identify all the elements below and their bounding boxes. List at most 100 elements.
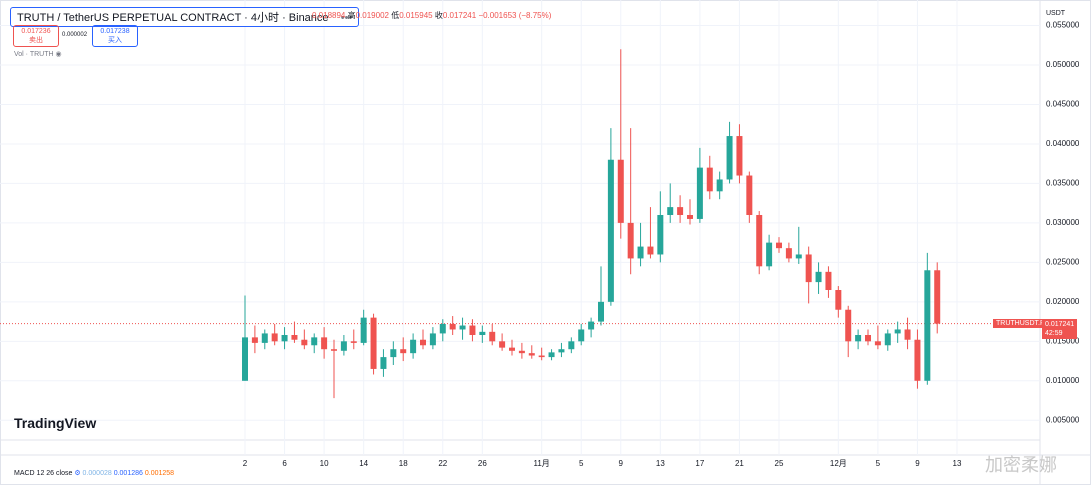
close-label: 收 <box>434 11 443 20</box>
last-price-box: 0.017241 42:59 <box>1042 319 1078 339</box>
candle-body <box>746 175 753 215</box>
x-tick-label: 9 <box>619 459 624 468</box>
y-tick-label: 0.055000 <box>1046 21 1080 30</box>
candle-body <box>321 337 328 350</box>
candle-body <box>331 349 337 351</box>
sell-label: 卖出 <box>29 37 43 44</box>
candle-body <box>934 270 941 324</box>
candle-body <box>716 179 723 192</box>
y-tick-label: 0.030000 <box>1046 218 1080 227</box>
x-tick-label: 18 <box>399 459 408 468</box>
y-tick-label: 0.010000 <box>1046 376 1080 385</box>
candle-body <box>696 167 703 219</box>
candle-body <box>657 215 664 255</box>
candle-body <box>588 321 595 330</box>
y-tick-label: 0.035000 <box>1046 179 1080 188</box>
x-tick-label: 17 <box>695 459 704 468</box>
candle-body <box>617 159 624 223</box>
macd-legend: MACD 12 26 close ⚙ 0.000028 0.001286 0.0… <box>14 469 174 477</box>
candle-body <box>677 207 684 215</box>
candle-body <box>805 254 812 283</box>
sell-button[interactable]: 0.017236 卖出 <box>13 25 59 47</box>
buy-label: 买入 <box>108 37 122 44</box>
y-tick-label: 0.045000 <box>1046 100 1080 109</box>
x-tick-label: 11月 <box>534 459 550 468</box>
x-tick-label: 13 <box>656 459 665 468</box>
candle-body <box>894 329 901 334</box>
candle-body <box>855 335 862 342</box>
candle-body <box>360 317 367 343</box>
candle-body <box>607 159 614 302</box>
candle-body <box>251 337 258 343</box>
buy-price: 0.017238 <box>100 28 130 35</box>
candle-body <box>439 323 446 334</box>
x-tick-label: 10 <box>320 459 329 468</box>
logo[interactable]: TradingView <box>14 415 97 431</box>
candle-body <box>578 329 585 342</box>
y-tick-label: 0.040000 <box>1046 139 1080 148</box>
candle-body <box>489 331 496 342</box>
last-price: 0.017241 <box>1045 321 1075 328</box>
candle-body <box>736 136 743 176</box>
spread: 0.000002 <box>62 32 88 38</box>
ohlc: 0.018894 高0.019002 低0.015945 收0.017241 −… <box>312 10 551 21</box>
x-tick-label: 13 <box>953 459 962 468</box>
y-tick-label: 0.015000 <box>1046 336 1080 345</box>
candle-body <box>647 246 654 255</box>
candle-body <box>776 242 782 249</box>
candle-body <box>242 337 248 381</box>
x-tick-label: 5 <box>579 459 584 468</box>
title: TRUTH / TetherUS PERPETUAL CONTRACT · 4小… <box>17 12 329 24</box>
x-tick-label: 14 <box>359 459 368 468</box>
candle-body <box>538 355 545 358</box>
buy-button[interactable]: 0.017238 买入 <box>92 25 138 47</box>
candle-body <box>785 248 792 259</box>
x-tick-label: 21 <box>735 459 744 468</box>
grid <box>0 0 1040 455</box>
candle-body <box>261 333 268 343</box>
eye-icon[interactable]: ◉ <box>55 51 62 58</box>
candle-body <box>390 349 397 358</box>
candle-body <box>667 207 674 215</box>
close: 0.017241 <box>442 11 477 20</box>
candle-body <box>924 270 931 381</box>
x-tick-label: 12月 <box>830 459 847 468</box>
macd-line: 0.001286 <box>113 470 143 477</box>
candle-body <box>528 353 535 356</box>
volume-legend: Vol · TRUTH ◉ <box>14 50 62 58</box>
candle-body <box>400 349 407 354</box>
menu-icon[interactable]: ••• <box>340 12 353 24</box>
candle-body <box>568 341 575 350</box>
candle-body <box>825 271 832 290</box>
x-tick-label: 22 <box>438 459 447 468</box>
candle-body <box>766 242 773 267</box>
candle-body <box>914 339 921 381</box>
candle-body <box>311 337 318 346</box>
candle-body <box>835 290 842 310</box>
axis-labels: 0.005000 0.010000 0.015000 0.020000 0.025000… <box>243 21 1080 468</box>
x-tick-label: 2 <box>243 459 248 468</box>
candle-body <box>598 301 604 322</box>
x-tick-label: 9 <box>915 459 920 468</box>
macd-icon[interactable]: ⚙ <box>74 470 81 477</box>
candle-body <box>687 215 693 219</box>
countdown: 42:59 <box>1045 330 1063 337</box>
candle-body <box>469 325 476 335</box>
candle-body <box>815 271 822 283</box>
candle-body <box>291 335 298 340</box>
candle-body <box>884 333 891 346</box>
currency[interactable]: USDT <box>1046 10 1066 17</box>
y-tick-label: 0.020000 <box>1046 297 1080 306</box>
candle-body <box>429 333 436 346</box>
symbol-title[interactable]: TRUTH / TetherUS PERPETUAL CONTRACT · 4小… <box>10 7 360 27</box>
candle-body <box>281 335 288 342</box>
candle-body <box>548 352 555 358</box>
candle-body <box>420 339 426 346</box>
candle-body <box>726 136 733 180</box>
candle-body <box>410 339 417 354</box>
candle-body <box>558 349 565 353</box>
candle-body <box>459 325 466 330</box>
candle-body <box>509 347 515 351</box>
candle-body <box>627 222 634 259</box>
